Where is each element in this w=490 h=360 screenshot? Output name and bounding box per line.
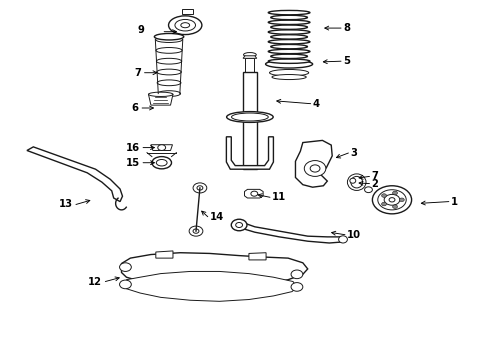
Ellipse shape — [378, 190, 406, 210]
Polygon shape — [151, 145, 172, 150]
Text: 9: 9 — [138, 24, 145, 35]
Circle shape — [382, 202, 387, 206]
Ellipse shape — [384, 194, 400, 205]
Text: 13: 13 — [58, 199, 73, 210]
Circle shape — [120, 280, 131, 289]
Ellipse shape — [271, 25, 307, 30]
Polygon shape — [182, 9, 193, 14]
Circle shape — [392, 191, 397, 195]
Circle shape — [310, 165, 320, 172]
Ellipse shape — [156, 37, 182, 42]
Circle shape — [399, 198, 404, 202]
Circle shape — [365, 187, 372, 193]
Ellipse shape — [157, 80, 181, 86]
Ellipse shape — [156, 48, 182, 53]
Ellipse shape — [372, 186, 412, 214]
Ellipse shape — [347, 174, 366, 190]
FancyBboxPatch shape — [243, 72, 257, 169]
Ellipse shape — [156, 58, 182, 64]
Text: 8: 8 — [343, 23, 350, 33]
Circle shape — [236, 222, 243, 228]
Circle shape — [197, 186, 203, 190]
Polygon shape — [156, 251, 173, 258]
Polygon shape — [249, 253, 266, 260]
Circle shape — [304, 161, 326, 176]
Polygon shape — [243, 56, 257, 58]
Ellipse shape — [389, 198, 395, 202]
Ellipse shape — [226, 112, 273, 122]
Circle shape — [193, 183, 207, 193]
Ellipse shape — [272, 75, 306, 80]
Polygon shape — [226, 137, 273, 169]
Circle shape — [291, 270, 303, 279]
Ellipse shape — [158, 91, 180, 96]
Ellipse shape — [244, 53, 256, 57]
Circle shape — [158, 145, 166, 150]
Ellipse shape — [269, 59, 310, 63]
Circle shape — [189, 226, 203, 236]
Ellipse shape — [269, 20, 310, 24]
Ellipse shape — [271, 54, 307, 59]
Ellipse shape — [169, 16, 202, 35]
Circle shape — [120, 263, 131, 271]
Text: 16: 16 — [125, 143, 140, 153]
Text: 15: 15 — [125, 158, 140, 168]
Ellipse shape — [351, 176, 363, 188]
Ellipse shape — [270, 69, 309, 76]
FancyBboxPatch shape — [245, 58, 254, 79]
Polygon shape — [148, 94, 173, 105]
Polygon shape — [295, 140, 332, 187]
Circle shape — [193, 229, 199, 233]
Ellipse shape — [269, 30, 310, 34]
Circle shape — [251, 191, 258, 196]
Ellipse shape — [148, 92, 173, 96]
Text: 11: 11 — [272, 192, 286, 202]
Ellipse shape — [232, 113, 269, 121]
Ellipse shape — [184, 10, 191, 13]
Circle shape — [392, 205, 397, 208]
Ellipse shape — [350, 178, 356, 183]
Ellipse shape — [269, 49, 310, 54]
Polygon shape — [122, 253, 308, 289]
Ellipse shape — [154, 33, 184, 40]
Ellipse shape — [156, 159, 167, 166]
Ellipse shape — [175, 19, 196, 31]
Text: 12: 12 — [88, 276, 102, 287]
Ellipse shape — [339, 236, 347, 243]
Text: 7: 7 — [371, 171, 378, 181]
Polygon shape — [126, 271, 297, 301]
Circle shape — [291, 283, 303, 291]
Text: 3: 3 — [350, 148, 357, 158]
Ellipse shape — [269, 40, 310, 44]
Text: 2: 2 — [371, 179, 378, 189]
Circle shape — [382, 194, 387, 197]
Ellipse shape — [269, 10, 310, 15]
Circle shape — [231, 219, 247, 231]
Text: 1: 1 — [451, 197, 458, 207]
Ellipse shape — [157, 69, 181, 75]
Ellipse shape — [271, 15, 307, 20]
Ellipse shape — [181, 23, 190, 28]
Text: 4: 4 — [313, 99, 320, 109]
Text: 5: 5 — [343, 56, 350, 66]
Text: 10: 10 — [347, 230, 361, 240]
Text: 6: 6 — [132, 103, 139, 113]
Polygon shape — [27, 147, 122, 202]
Text: 7: 7 — [134, 68, 141, 78]
Ellipse shape — [271, 35, 307, 39]
Text: 14: 14 — [210, 212, 224, 222]
Polygon shape — [245, 189, 263, 198]
Ellipse shape — [266, 60, 313, 68]
Polygon shape — [239, 222, 343, 243]
Ellipse shape — [271, 44, 307, 49]
Ellipse shape — [152, 157, 172, 169]
